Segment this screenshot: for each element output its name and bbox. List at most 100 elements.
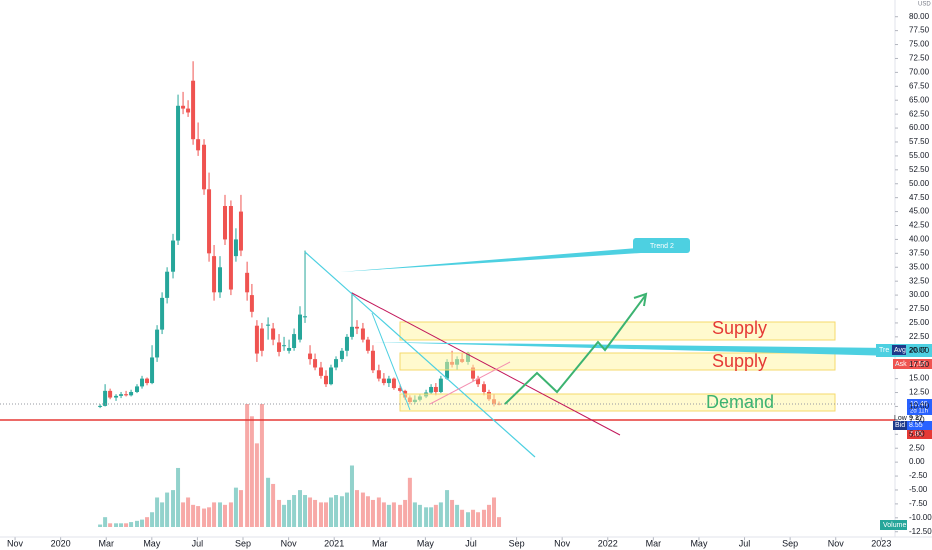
supply-label: Supply (712, 351, 767, 371)
candle-body (308, 353, 313, 360)
volume-bar (245, 404, 250, 527)
candle-body (202, 144, 207, 190)
bid-value-tag (907, 421, 932, 430)
candle-body (429, 386, 434, 393)
candle-body (191, 80, 196, 140)
volume-bar (124, 523, 129, 527)
y-tick-label: 17.50 (909, 360, 930, 369)
candle-body (254, 325, 259, 354)
y-tick-label: 70.00 (909, 67, 930, 76)
candle-body (323, 375, 328, 385)
candle-body (292, 334, 297, 348)
volume-bar (259, 404, 264, 527)
candle-body (386, 378, 391, 384)
volume-bar (155, 497, 160, 527)
candle-body (245, 272, 250, 293)
candle-body (181, 105, 186, 109)
y-tick-label: 52.50 (909, 165, 930, 174)
trend-tag-text: Tre (879, 347, 889, 354)
volume-bar (98, 524, 103, 527)
ask-tag-text: Ask (895, 361, 907, 368)
volume-bar (145, 517, 150, 527)
x-tick-label: 2023 (871, 538, 891, 548)
y-tick-label: 62.50 (909, 109, 930, 118)
x-tick-label: Mar (372, 538, 388, 548)
candle-body (124, 394, 129, 396)
volume-bar (429, 507, 434, 527)
volume-bar (424, 507, 429, 527)
volume-bar (407, 477, 412, 527)
volume-bar (228, 502, 233, 527)
volume-bar (354, 490, 359, 527)
volume-bar (334, 495, 339, 527)
x-tick-label: Jul (192, 538, 204, 548)
candle-body (344, 336, 349, 351)
x-tick-label: May (417, 538, 435, 548)
volume-bar (323, 502, 328, 527)
volume-bar (129, 522, 134, 527)
volume-bar (391, 502, 396, 527)
volume-bar (303, 495, 308, 527)
volume-bar (417, 504, 422, 527)
last-price-tag (907, 399, 932, 415)
volume-bar (455, 504, 460, 527)
candle-body (165, 271, 170, 298)
low-tag: Low (894, 415, 908, 422)
trend-line-thick (372, 342, 895, 356)
volume-bar (207, 507, 212, 527)
volume-bar (150, 512, 155, 527)
bid-tag-text: Bid (895, 422, 905, 429)
x-tick-label: Nov (554, 538, 571, 548)
x-tick-label: Jul (739, 538, 751, 548)
candle-body (176, 105, 181, 241)
volume-bar (103, 517, 108, 527)
level-value: 7.85 (909, 431, 923, 438)
volume-bar (171, 490, 176, 527)
candle-body (108, 390, 113, 398)
volume-bar (212, 502, 217, 527)
candle-body (287, 347, 292, 351)
volume-bar (466, 512, 471, 527)
volume-bar (365, 496, 370, 527)
candle-body (303, 316, 308, 318)
volume-bar (186, 497, 191, 527)
y-tick-label: 47.50 (909, 193, 930, 202)
candle-body (313, 359, 318, 368)
volume-bar (282, 504, 287, 527)
volume-bar (181, 502, 186, 527)
y-tick-label: 7.50 (909, 415, 925, 424)
demand-label: Demand (706, 392, 774, 412)
candle-body (103, 390, 108, 406)
arrow-head (633, 292, 648, 307)
volume-bar (108, 523, 113, 527)
volume-bar (433, 504, 438, 527)
volume-bar (370, 499, 375, 527)
candle-body (223, 206, 228, 240)
volume-bar (233, 487, 238, 527)
y-tick-label: -5.00 (909, 485, 928, 494)
volume-bar (460, 509, 465, 527)
volume-bar (277, 499, 282, 527)
candle-body (282, 345, 287, 347)
volume-bar (476, 512, 481, 527)
y-tick-label: 65.00 (909, 95, 930, 104)
volume-bar (450, 499, 455, 527)
y-tick-label: 40.00 (909, 235, 930, 244)
volume-bar (191, 504, 196, 527)
avg-tag (892, 345, 906, 355)
x-tick-label: 2021 (324, 538, 344, 548)
supply-zone (399, 352, 836, 371)
y-tick-label: -7.50 (909, 499, 928, 508)
y-tick-label: 27.50 (909, 304, 930, 313)
volume-bar (202, 508, 207, 527)
bid-tag (893, 421, 907, 430)
volume-bar (287, 499, 292, 527)
volume-bar (196, 506, 201, 527)
x-tick-label: Mar (98, 538, 114, 548)
volume-bar (492, 497, 497, 527)
volume-tag-text: Volume (883, 522, 906, 529)
y-tick-label: 12.50 (909, 388, 930, 397)
x-tick-label: May (690, 538, 708, 548)
candle-body (334, 359, 339, 368)
